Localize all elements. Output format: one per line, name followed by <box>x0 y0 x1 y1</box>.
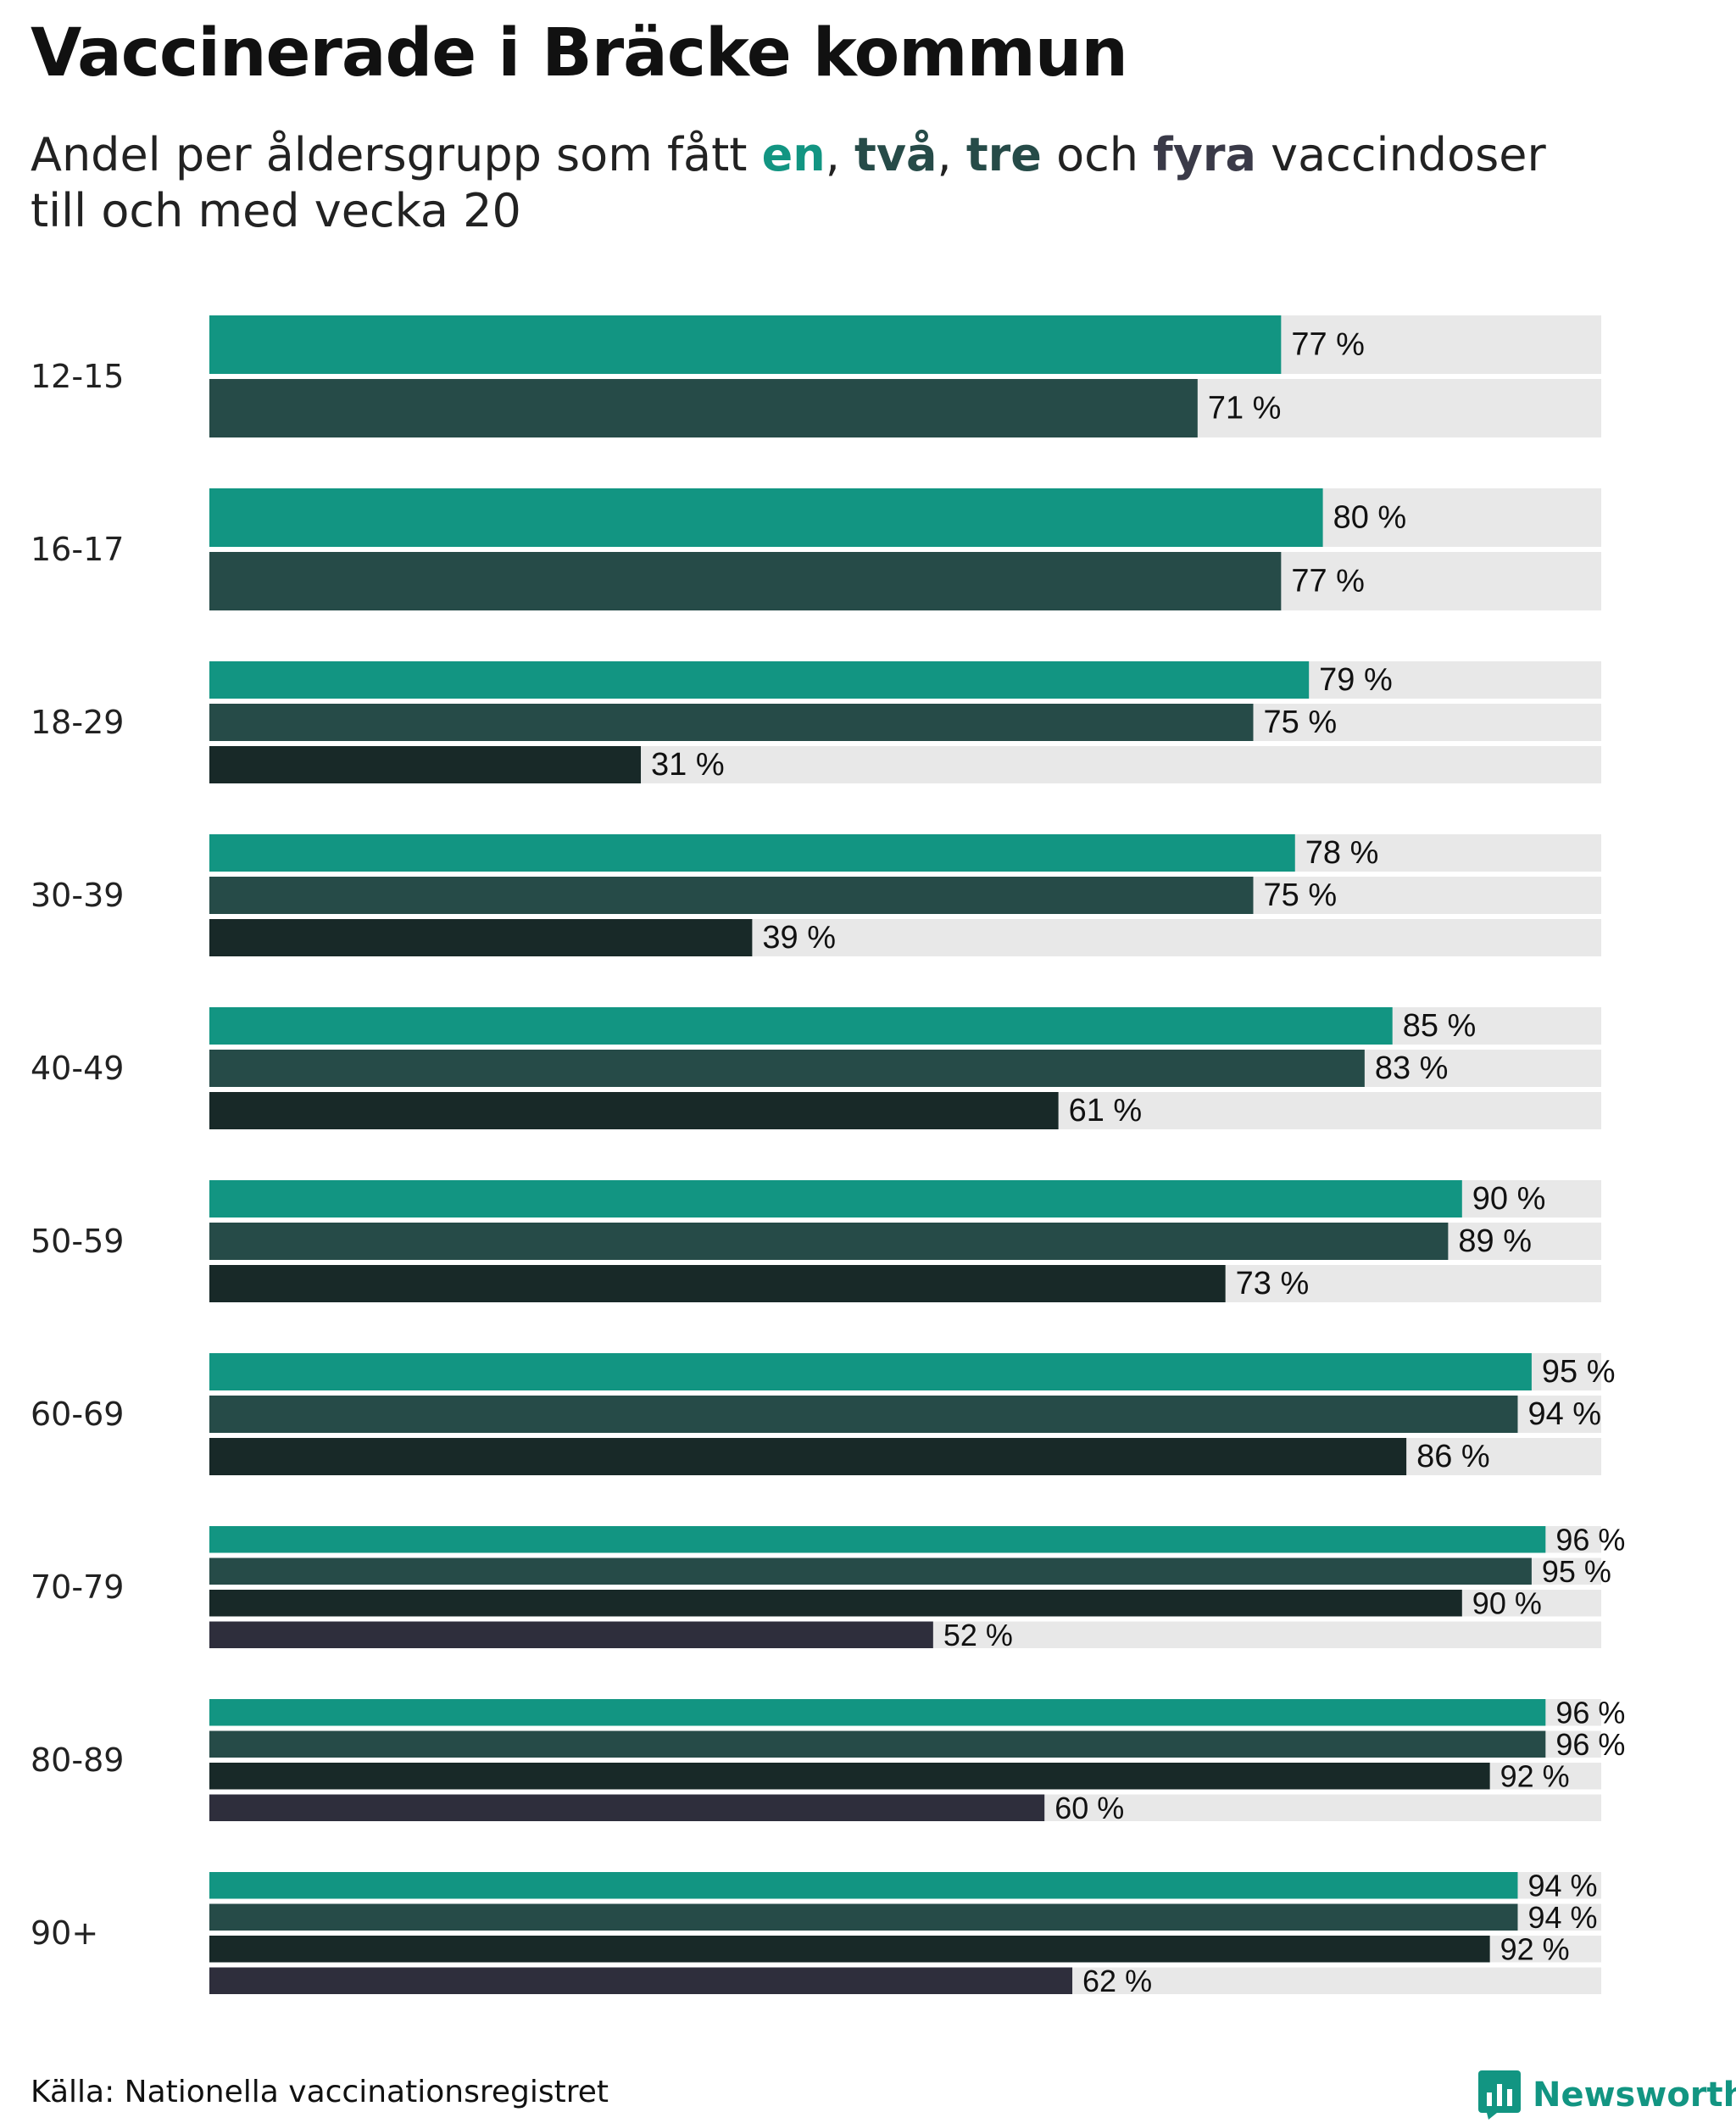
value-label: 39 % <box>762 920 836 956</box>
value-label: 90 % <box>1472 1181 1546 1217</box>
bar-tre-90+ <box>209 1936 1490 1963</box>
bar-två-30-39 <box>209 877 1254 914</box>
category-label: 80-89 <box>31 1741 124 1779</box>
bar-två-70-79 <box>209 1557 1532 1585</box>
bar-en-90+ <box>209 1872 1518 1899</box>
value-label: 60 % <box>1054 1791 1124 1825</box>
logo-text: Newsworthy <box>1533 2076 1736 2115</box>
value-label: 95 % <box>1542 1554 1611 1589</box>
category-label: 50-59 <box>31 1223 124 1260</box>
subtitle-line-2: till och med vecka 20 <box>31 184 521 237</box>
source-note: Källa: Nationella vaccinationsregistret <box>31 2075 609 2109</box>
subtitle-separator-2: , <box>937 128 966 181</box>
value-label: 96 % <box>1555 1522 1625 1557</box>
bar-chart: 12-15 77 % 71 % 16-17 80 % 77 % 18-29 79 % 75 % 3… <box>31 315 1625 1998</box>
value-label: 80 % <box>1333 500 1407 536</box>
category-label: 30-39 <box>31 877 124 914</box>
value-label: 71 % <box>1208 391 1282 426</box>
bar-tre-80-89 <box>209 1763 1490 1790</box>
bar-fyra-80-89 <box>209 1794 1045 1821</box>
value-label: 52 % <box>943 1618 1013 1652</box>
category-label: 60-69 <box>31 1396 124 1433</box>
bar-tre-30-39 <box>209 919 753 956</box>
subtitle-dose-two: två <box>854 128 938 181</box>
bar-en-40-49 <box>209 1007 1393 1045</box>
value-label: 62 % <box>1082 1964 1152 1998</box>
value-label: 94 % <box>1527 1868 1597 1903</box>
subtitle-dose-one: en <box>761 128 826 181</box>
bar-tre-40-49 <box>209 1092 1059 1129</box>
bar-en-18-29 <box>209 661 1310 699</box>
bar-två-12-15 <box>209 379 1198 437</box>
value-label: 75 % <box>1264 878 1338 913</box>
newsworthy-logo: Newsworthy <box>1478 2067 1736 2123</box>
value-label: 89 % <box>1458 1223 1532 1259</box>
bar-två-90+ <box>209 1903 1518 1931</box>
subtitle-separator-3: och <box>1041 128 1154 181</box>
subtitle-separator-1: , <box>825 128 855 181</box>
bar-två-16-17 <box>209 552 1282 610</box>
bar-en-50-59 <box>209 1180 1462 1218</box>
bar-en-70-79 <box>209 1526 1546 1553</box>
chart-title: Vaccinerade i Bräcke kommun <box>31 15 1128 92</box>
bar-tre-60-69 <box>209 1438 1407 1475</box>
category-label: 12-15 <box>31 358 124 395</box>
bar-fyra-90+ <box>209 1967 1073 1994</box>
value-label: 92 % <box>1500 1758 1570 1793</box>
value-label: 83 % <box>1375 1050 1449 1086</box>
value-label: 77 % <box>1291 327 1365 363</box>
bar-chart-icon <box>1478 2070 1521 2120</box>
value-label: 96 % <box>1555 1727 1625 1762</box>
value-label: 85 % <box>1403 1008 1477 1044</box>
chart-subtitle: Andel per åldersgrupp som fått en, två, … <box>31 127 1641 239</box>
value-label: 96 % <box>1555 1695 1625 1730</box>
value-label: 86 % <box>1416 1439 1490 1474</box>
category-label: 70-79 <box>31 1569 124 1606</box>
value-label: 79 % <box>1319 662 1393 698</box>
value-label: 31 % <box>651 747 725 783</box>
bar-två-50-59 <box>209 1223 1449 1260</box>
subtitle-prefix: Andel per åldersgrupp som fått <box>31 128 762 181</box>
value-label: 94 % <box>1527 1900 1597 1935</box>
bar-tre-18-29 <box>209 746 642 783</box>
value-label: 90 % <box>1472 1585 1542 1620</box>
value-label: 78 % <box>1305 835 1379 871</box>
category-label: 18-29 <box>31 704 124 741</box>
bar-två-60-69 <box>209 1396 1518 1433</box>
bar-tre-50-59 <box>209 1265 1226 1302</box>
category-label: 90+ <box>31 1914 98 1952</box>
subtitle-dose-three: tre <box>965 128 1042 181</box>
value-label: 94 % <box>1527 1396 1601 1432</box>
bar-två-40-49 <box>209 1050 1365 1087</box>
value-label: 95 % <box>1542 1354 1616 1390</box>
bar-en-30-39 <box>209 834 1295 872</box>
value-label: 92 % <box>1500 1931 1570 1966</box>
value-label: 73 % <box>1236 1266 1310 1301</box>
bar-tre-70-79 <box>209 1590 1462 1617</box>
bar-en-80-89 <box>209 1699 1546 1726</box>
value-label: 75 % <box>1264 705 1338 740</box>
value-label: 77 % <box>1291 564 1365 599</box>
value-label: 61 % <box>1069 1093 1143 1128</box>
category-label: 16-17 <box>31 531 124 568</box>
bar-fyra-70-79 <box>209 1621 933 1648</box>
bar-en-60-69 <box>209 1353 1532 1390</box>
bar-en-12-15 <box>209 315 1282 374</box>
category-label: 40-49 <box>31 1050 124 1087</box>
subtitle-dose-four: fyra <box>1153 128 1256 181</box>
subtitle-suffix: vaccindoser <box>1255 128 1546 181</box>
bar-en-16-17 <box>209 488 1323 547</box>
bar-två-80-89 <box>209 1730 1546 1758</box>
bar-två-18-29 <box>209 704 1254 741</box>
